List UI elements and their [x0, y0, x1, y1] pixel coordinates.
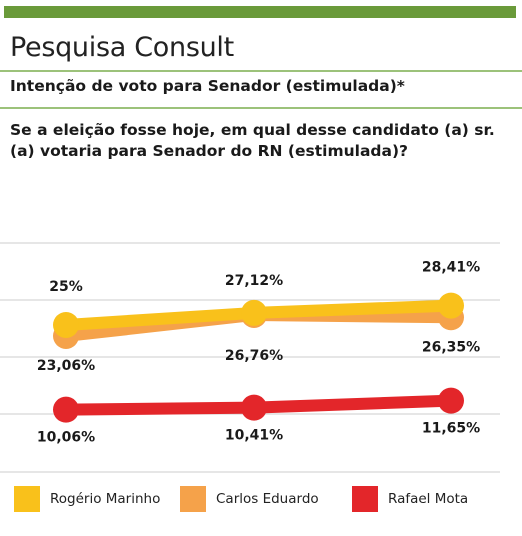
data-label: 27,12%: [225, 273, 283, 289]
data-label: 25%: [49, 279, 83, 295]
chart-subtitle: Intenção de voto para Senador (estimulad…: [10, 77, 405, 95]
data-label: 28,41%: [422, 260, 480, 276]
header-accent-bar: [4, 6, 516, 18]
legend-label: Carlos Eduardo: [216, 491, 319, 507]
subtitle-rule: [0, 107, 522, 109]
legend-swatch: [180, 486, 206, 512]
legend-swatch: [352, 486, 378, 512]
survey-question: Se a eleição fosse hoje, em qual desse c…: [10, 121, 495, 160]
legend-item-carlos-eduardo: Carlos Eduardo: [180, 482, 319, 516]
data-label: 10,06%: [37, 430, 95, 446]
data-point: [241, 299, 267, 326]
data-label: 26,76%: [225, 348, 283, 364]
legend-label: Rafael Mota: [388, 491, 469, 507]
data-point: [53, 311, 79, 338]
data-point: [438, 387, 464, 414]
title-rule: [0, 70, 522, 72]
data-label: 23,06%: [37, 358, 95, 374]
data-label: 10,41%: [225, 428, 283, 444]
legend-swatch: [14, 486, 40, 512]
data-point: [438, 292, 464, 319]
page-title: Pesquisa Consult: [10, 32, 234, 63]
legend: Rogério Marinho Carlos Eduardo Rafael Mo…: [0, 482, 522, 516]
data-label: 11,65%: [422, 421, 480, 437]
legend-item-rafael-mota: Rafael Mota: [352, 482, 468, 516]
data-point: [241, 394, 267, 421]
legend-item-rogerio-marinho: Rogério Marinho: [14, 482, 160, 516]
data-point: [53, 396, 79, 423]
data-label: 26,35%: [422, 339, 480, 355]
legend-label: Rogério Marinho: [50, 491, 161, 507]
